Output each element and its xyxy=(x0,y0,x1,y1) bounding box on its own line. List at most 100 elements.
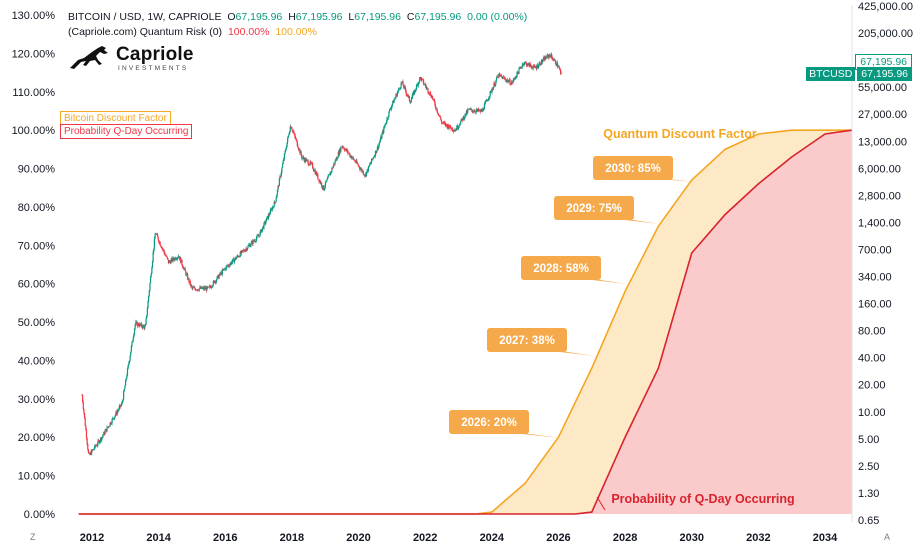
x-tick-label: 2022 xyxy=(413,532,437,544)
candle-body xyxy=(554,59,556,61)
candle-body xyxy=(228,265,230,267)
callout: 2026: 20% xyxy=(449,410,560,438)
candle-body xyxy=(108,426,110,427)
candle-body xyxy=(343,147,345,150)
candle-body xyxy=(103,432,105,435)
candle-body xyxy=(415,84,418,90)
right-tick-label: 340.00 xyxy=(858,272,892,284)
right-tick-label: 27,000.00 xyxy=(858,109,907,121)
candle-body xyxy=(125,378,127,380)
left-axis: 0.00% 10.00% 20.00% 30.00% 40.00% 50.00% 60.00… xyxy=(12,10,56,521)
candle-body xyxy=(469,108,471,110)
candle-body xyxy=(488,98,490,100)
candle-body xyxy=(436,107,438,112)
logo-subtitle: INVESTMENTS xyxy=(118,65,189,72)
candle-body xyxy=(272,206,275,208)
candle-body xyxy=(523,63,525,65)
candle-body xyxy=(437,111,439,114)
candle-body xyxy=(191,286,193,289)
candle-body xyxy=(94,445,97,447)
candle-body xyxy=(394,98,396,100)
candle-body xyxy=(500,75,502,77)
candle-body xyxy=(173,257,175,260)
candle-body xyxy=(98,440,100,443)
candle-body xyxy=(458,125,460,128)
candle-body xyxy=(296,139,298,142)
candle-body xyxy=(524,62,526,64)
candle-body xyxy=(385,122,387,124)
candle-body xyxy=(181,259,183,266)
candle-body xyxy=(215,279,218,282)
candle-body xyxy=(453,130,455,132)
candle-body xyxy=(83,408,85,414)
candle-body xyxy=(304,158,306,162)
candle-body xyxy=(193,287,195,288)
candle-body xyxy=(88,452,90,454)
candle-body xyxy=(138,325,140,327)
candle-body xyxy=(199,287,201,289)
candle-body xyxy=(246,248,248,251)
candle-body xyxy=(208,286,210,288)
callout: 2027: 38% xyxy=(487,328,596,356)
x-tick-label: 2034 xyxy=(813,532,838,544)
candle-body xyxy=(357,164,359,166)
candle-body xyxy=(530,65,532,67)
candle-body xyxy=(330,171,332,175)
candle-body xyxy=(440,117,442,121)
right-tick-label: 160.00 xyxy=(858,299,892,311)
candle-body xyxy=(335,160,337,162)
candle-body xyxy=(396,92,398,97)
candle-body xyxy=(294,133,296,136)
candle-body xyxy=(519,67,521,69)
candle-body xyxy=(239,256,241,257)
candle-body xyxy=(509,79,511,85)
candle-body xyxy=(493,83,495,87)
candle-body xyxy=(461,118,463,120)
candle-body xyxy=(97,440,99,445)
candle-body xyxy=(556,62,559,67)
price-change: 0.00 (0.00%) xyxy=(467,11,528,23)
candle-body xyxy=(165,255,167,257)
candle-body xyxy=(263,222,265,229)
candle-body xyxy=(132,340,134,342)
candle-body xyxy=(377,146,379,149)
candle-body xyxy=(476,109,478,111)
candle-body xyxy=(329,173,331,175)
candle-body xyxy=(310,161,312,164)
candle-body xyxy=(119,405,122,407)
x-axis: 2012 2014 2016 2018 2020 2022 2024 2026 2028 2030… xyxy=(80,532,838,544)
candle-body xyxy=(417,84,419,86)
candle-body xyxy=(266,216,268,219)
candle-body xyxy=(528,63,530,67)
candle-body xyxy=(545,58,548,59)
candle-body xyxy=(415,89,417,91)
candle-body xyxy=(448,127,450,129)
candle-body xyxy=(458,125,460,126)
candle-body xyxy=(118,406,120,410)
candle-body xyxy=(367,169,369,172)
candle-body xyxy=(490,90,493,93)
candle-body xyxy=(393,99,395,104)
candle-body xyxy=(147,301,149,309)
candle-body xyxy=(101,437,103,441)
candle-body xyxy=(380,136,382,139)
candle-body xyxy=(140,323,143,327)
candle-body xyxy=(100,437,102,441)
candle-body xyxy=(522,63,524,66)
candle-body xyxy=(145,318,147,325)
candle-body xyxy=(220,272,222,275)
candle-body xyxy=(298,148,300,150)
candle-body xyxy=(221,272,223,275)
candle-body xyxy=(544,57,546,61)
candle-body xyxy=(442,122,444,124)
candle-body xyxy=(278,178,280,186)
candle-body xyxy=(182,267,184,269)
candle-body xyxy=(306,159,309,161)
candle-body xyxy=(268,214,270,215)
candle-body xyxy=(424,84,426,85)
candle-body xyxy=(413,89,416,95)
candle-body xyxy=(353,159,355,161)
candle-body xyxy=(397,88,400,91)
candle-body xyxy=(228,265,230,266)
candle-body xyxy=(506,79,509,81)
